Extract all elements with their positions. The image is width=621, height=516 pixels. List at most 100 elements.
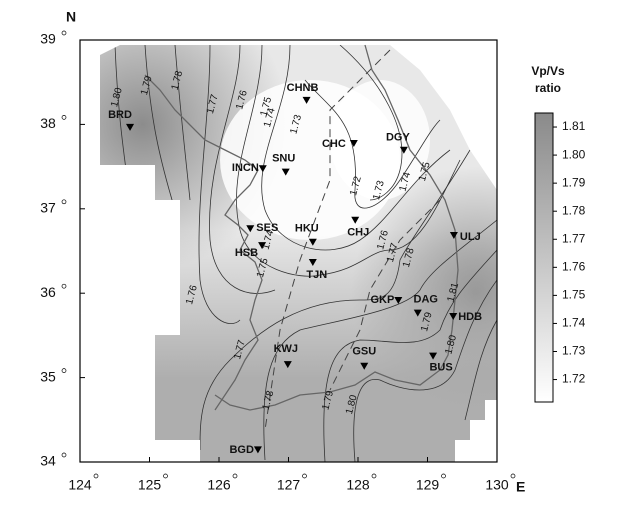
contour-label: 1.76 (184, 284, 200, 306)
contour-label: 1.72 (348, 175, 364, 197)
station-marker (394, 296, 403, 304)
station-label: DGY (386, 132, 411, 144)
contour-label: 1.78 (261, 389, 277, 411)
colorbar-tick-label: 1.79 (562, 175, 586, 189)
degree-sign (232, 473, 238, 479)
contour-label: 1.73 (371, 179, 387, 201)
station-marker (308, 238, 317, 246)
station-label: BRD (108, 109, 132, 121)
contour-label: 1.81 (446, 281, 462, 303)
y-tick-label: 39 (40, 31, 56, 47)
x-tick-label: 130 (485, 477, 509, 493)
degree-sign (61, 199, 67, 205)
station-marker (360, 362, 369, 370)
degree-sign (61, 283, 67, 289)
y-tick-label: 35 (40, 368, 56, 384)
degree-sign (61, 30, 67, 36)
colorbar-tick-label: 1.73 (562, 344, 586, 358)
colorbar (534, 112, 554, 403)
contour-label: 1.76 (234, 89, 250, 111)
boundaries (264, 49, 441, 431)
degree-sign (371, 473, 377, 479)
contour-label: 1.79 (139, 74, 155, 96)
station-label: CHJ (347, 227, 369, 239)
contour-label: 1.78 (401, 247, 417, 269)
station-marker (258, 242, 267, 250)
station-marker (413, 309, 422, 317)
degree-sign (61, 368, 67, 373)
contour-label: 1.77 (385, 241, 401, 263)
station-marker (253, 446, 262, 454)
colorbar-tick-label: 1.75 (562, 288, 586, 302)
station-marker (449, 231, 458, 239)
shading (100, 45, 497, 462)
station-label: BGD (229, 444, 254, 456)
station-marker (449, 312, 458, 320)
contour-label: 1.77 (205, 93, 221, 115)
station-label: SNU (272, 153, 295, 165)
y-tick-label: 38 (40, 115, 56, 131)
degree-sign (93, 473, 99, 479)
x-tick-label: 128 (346, 477, 370, 493)
station-label: BUS (429, 362, 452, 374)
colorbar-tick-label: 1.72 (562, 372, 586, 386)
station-marker (308, 258, 317, 266)
x-tick-label: 129 (416, 477, 440, 493)
colorbar-tick-label: 1.77 (562, 231, 586, 245)
station-label: HKU (295, 223, 319, 235)
station-label: TJN (306, 269, 327, 281)
station-marker (283, 361, 292, 369)
contour-label: 1.74 (398, 171, 414, 193)
degree-sign (163, 473, 168, 479)
contour-label: 1.73 (288, 113, 304, 135)
y-axis-label: N (66, 9, 76, 25)
station-label: KWJ (274, 343, 298, 355)
contour-label: 1.80 (109, 86, 125, 108)
y-tick-label: 34 (40, 453, 56, 469)
contour-label: 1.80 (344, 393, 360, 415)
colorbar-tick-label: 1.74 (562, 316, 586, 330)
degree-sign (61, 452, 67, 458)
contour-label: 1.76 (375, 229, 391, 251)
contour-label: 1.79 (419, 311, 435, 333)
colorbar-tick-label: 1.76 (562, 259, 586, 273)
contour-label: 1.80 (443, 333, 459, 355)
station-label: CHC (322, 138, 346, 150)
station-marker (281, 168, 290, 176)
station-marker (351, 216, 360, 224)
colorbar-tick-label: 1.80 (562, 147, 586, 161)
station-label: HDB (458, 311, 482, 323)
x-axis-label: E (516, 479, 525, 495)
degree-sign (61, 115, 67, 120)
y-tick-label: 36 (40, 284, 56, 300)
contour-label: 1.75 (255, 257, 271, 279)
x-tick-label: 126 (207, 477, 231, 493)
colorbar-title: Vp/Vs (531, 64, 565, 78)
station-label: DAG (414, 294, 438, 306)
contour-label: 1.74 (262, 106, 278, 128)
station-marker (258, 165, 267, 173)
y-tick-label: 37 (40, 200, 56, 216)
station-marker (302, 96, 311, 104)
contour-label: 1.77 (232, 339, 248, 361)
station-label: CHNB (287, 82, 319, 94)
degree-sign (510, 473, 516, 479)
station-marker (246, 225, 255, 233)
station-marker (349, 139, 358, 147)
contour-label: 1.79 (320, 389, 336, 411)
colorbar-tick-label: 1.81 (562, 119, 586, 133)
station-marker (429, 352, 438, 360)
colorbar-title: ratio (535, 81, 561, 95)
station-label: SES (256, 222, 278, 234)
contours (114, 45, 497, 462)
station-marker (126, 123, 135, 131)
station-marker (399, 146, 408, 154)
contour-label: 1.75 (259, 95, 275, 117)
station-label: ULJ (460, 231, 481, 243)
degree-sign (441, 473, 446, 479)
station-label: INCN (232, 162, 259, 174)
station-label: GSU (352, 346, 376, 358)
contour-label: 1.75 (417, 160, 433, 182)
colorbar-tick-label: 1.78 (562, 203, 586, 217)
